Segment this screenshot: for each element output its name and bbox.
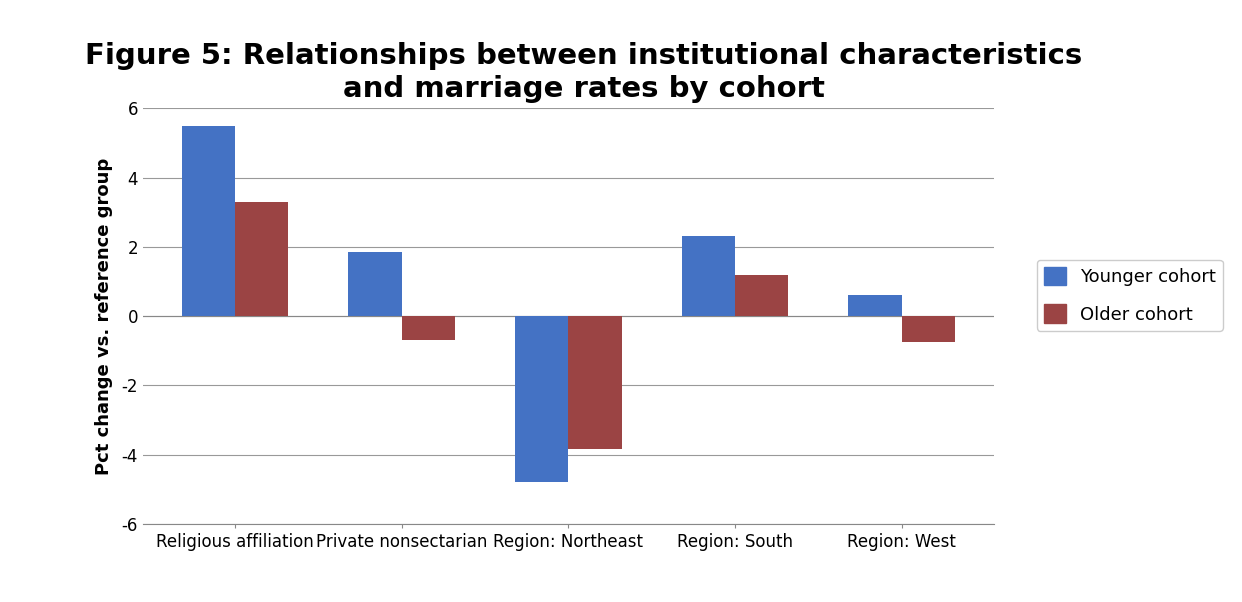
- Bar: [568, 316, 621, 449]
- Bar: [902, 316, 955, 342]
- Legend: Younger cohort, Older cohort: Younger cohort, Older cohort: [1037, 259, 1223, 331]
- Y-axis label: Pct change vs. reference group: Pct change vs. reference group: [96, 158, 113, 474]
- Bar: [735, 275, 789, 316]
- Bar: [348, 252, 401, 316]
- Bar: [401, 316, 455, 340]
- Bar: [515, 316, 568, 482]
- Bar: [235, 202, 288, 316]
- Bar: [181, 126, 235, 316]
- Bar: [682, 237, 735, 316]
- Text: Figure 5: Relationships between institutional characteristics
and marriage rates: Figure 5: Relationships between institut…: [86, 42, 1082, 102]
- Bar: [848, 296, 902, 316]
